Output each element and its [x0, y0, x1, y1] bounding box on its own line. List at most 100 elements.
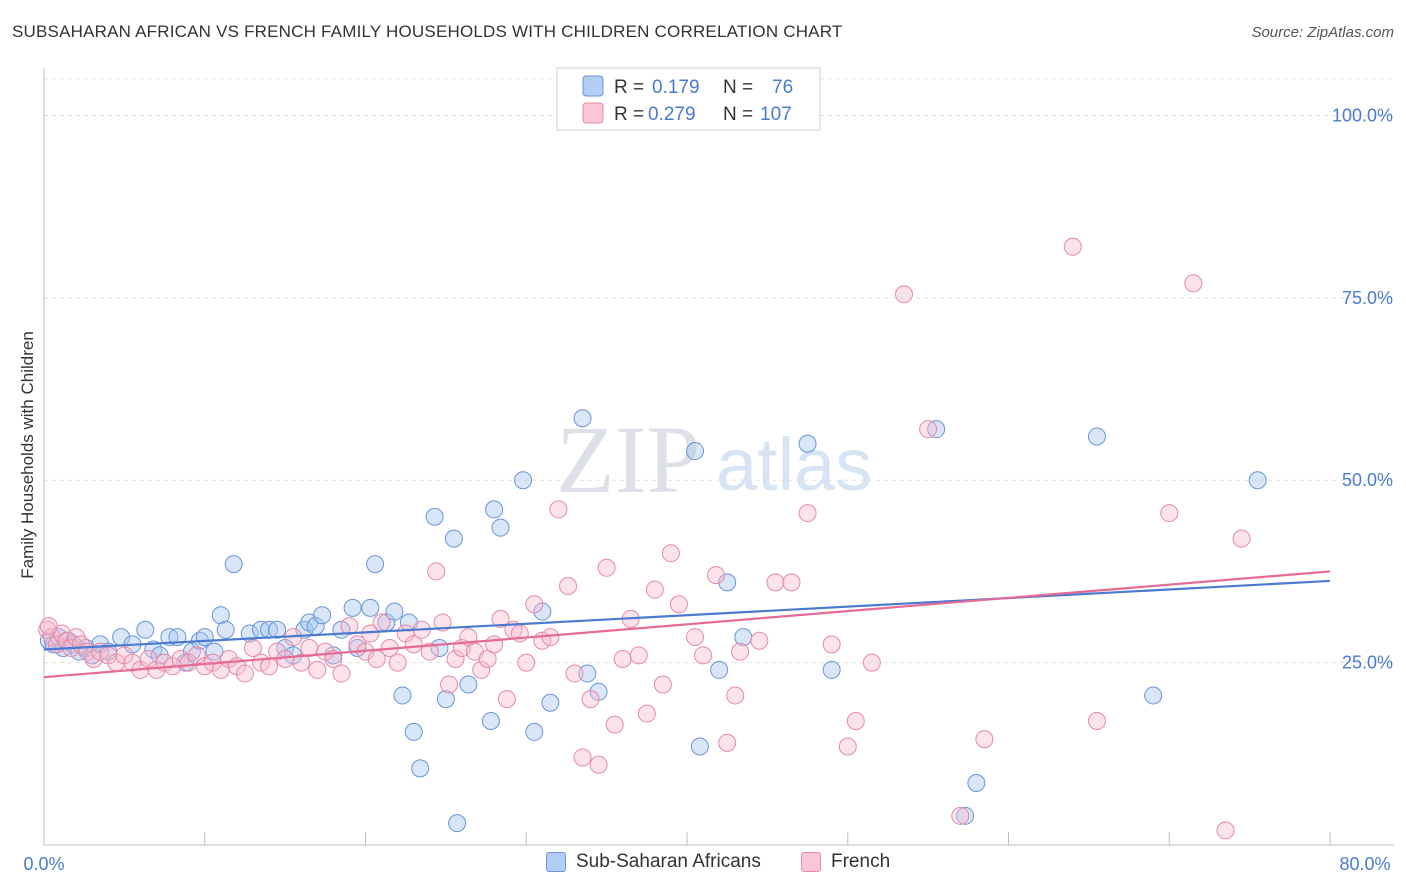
x-tick-label-max: 80.0%: [1339, 854, 1390, 874]
french-point: [661, 544, 680, 563]
french-point: [629, 646, 648, 665]
sub-saharan-point: [343, 598, 362, 617]
french-point: [39, 617, 58, 636]
sub-saharan-point: [525, 722, 544, 741]
sub-saharan-point: [216, 620, 235, 639]
french-point: [1184, 274, 1203, 293]
french-point: [276, 649, 295, 668]
y-tick-label-100: 100.0%: [1332, 105, 1393, 125]
french-point: [472, 660, 491, 679]
french-point: [420, 642, 439, 661]
french-point: [731, 642, 750, 661]
french-point: [750, 631, 769, 650]
x-ticks: [43, 832, 1331, 845]
bottom-legend-swatch-french: [801, 852, 821, 872]
french-point: [846, 711, 865, 730]
sub-saharan-point: [366, 555, 385, 574]
french-point: [1087, 711, 1106, 730]
sub-saharan-point: [956, 806, 975, 825]
y-tick-label-25: 25.0%: [1342, 653, 1393, 673]
sub-saharan-point: [686, 442, 705, 461]
french-point: [726, 686, 745, 705]
sub-saharan-point: [541, 693, 560, 712]
french-point: [491, 609, 510, 628]
trend-lines: [43, 570, 1331, 679]
sub-saharan-point: [822, 660, 841, 679]
french-trend-line: [43, 570, 1331, 679]
french-point: [653, 675, 672, 694]
french-point: [243, 639, 262, 658]
sub-saharan-point: [444, 529, 463, 548]
sub-saharan-point: [1087, 427, 1106, 446]
sub-saharan-point: [195, 628, 214, 647]
french-point: [292, 653, 311, 672]
sub-saharan-point: [448, 814, 467, 833]
french-point: [84, 649, 103, 668]
sub-saharan-point: [404, 722, 423, 741]
french-point: [332, 664, 351, 683]
legend-n-value-french: 107: [760, 104, 792, 125]
chart-source: Source: ZipAtlas.com: [1251, 24, 1394, 41]
sub-saharan-point: [211, 606, 230, 625]
chart-title: SUBSAHARAN AFRICAN VS FRENCH FAMILY HOUS…: [12, 22, 843, 41]
legend-n-label-french: N =: [723, 104, 753, 125]
french-point: [1160, 504, 1179, 523]
sub-saharan-point: [491, 518, 510, 537]
french-point: [565, 664, 584, 683]
sub-saharan-point: [1248, 471, 1267, 490]
sub-saharan-point: [690, 737, 709, 756]
sub-saharan-point: [573, 409, 592, 428]
sub-saharan-trend-line: [43, 579, 1331, 651]
sub-saharan-point: [967, 773, 986, 792]
french-point: [440, 675, 459, 694]
french-point: [706, 566, 725, 585]
french-point: [798, 504, 817, 523]
legend-r-value-french: 0.279: [648, 104, 696, 125]
sub-saharan-point: [734, 628, 753, 647]
french-point: [559, 577, 578, 596]
french-point: [975, 730, 994, 749]
french-point: [766, 573, 785, 592]
sub-saharan-point: [224, 555, 243, 574]
french-point: [694, 646, 713, 665]
french-point: [645, 580, 664, 599]
french-point: [525, 595, 544, 614]
french-point: [613, 649, 632, 668]
bottom-legend-label-french: French: [831, 851, 891, 872]
y-tick-labels: 25.0% 50.0% 75.0% 100.0%: [1332, 105, 1393, 672]
french-point: [1216, 821, 1235, 840]
watermark-atlas: atlas: [716, 423, 872, 506]
french-point: [433, 613, 452, 632]
legend-swatch-sub-saharan: [582, 75, 604, 97]
french-point: [822, 635, 841, 654]
french-point: [718, 733, 737, 752]
sub-saharan-point: [393, 686, 412, 705]
french-point: [605, 715, 624, 734]
sub-saharan-point: [514, 471, 533, 490]
series-french-points: [38, 237, 1251, 840]
stats-legend: R = 0.179 N = 76 R = 0.279 N = 107: [556, 67, 821, 131]
legend-r-value-sub-saharan: 0.179: [652, 77, 700, 98]
y-tick-label-50: 50.0%: [1342, 470, 1393, 490]
french-point: [404, 635, 423, 654]
bottom-legend-french: French: [801, 851, 890, 873]
sub-saharan-point: [481, 711, 500, 730]
sub-saharan-point: [578, 664, 597, 683]
french-point: [782, 573, 801, 592]
sub-saharan-point: [385, 602, 404, 621]
sub-saharan-point: [1144, 686, 1163, 705]
legend-n-label-sub-saharan: N =: [723, 77, 753, 98]
french-point: [895, 285, 914, 304]
sub-saharan-point: [361, 598, 380, 617]
french-point: [581, 690, 600, 709]
sub-saharan-point: [710, 660, 729, 679]
french-point: [388, 653, 407, 672]
french-point: [669, 595, 688, 614]
sub-saharan-point: [485, 500, 504, 519]
french-point: [589, 755, 608, 774]
french-point: [862, 653, 881, 672]
legend-n-value-sub-saharan: 76: [772, 77, 793, 98]
watermark-zip: ZIP: [556, 406, 700, 513]
y-tick-label-75: 75.0%: [1342, 288, 1393, 308]
french-point: [1232, 529, 1251, 548]
